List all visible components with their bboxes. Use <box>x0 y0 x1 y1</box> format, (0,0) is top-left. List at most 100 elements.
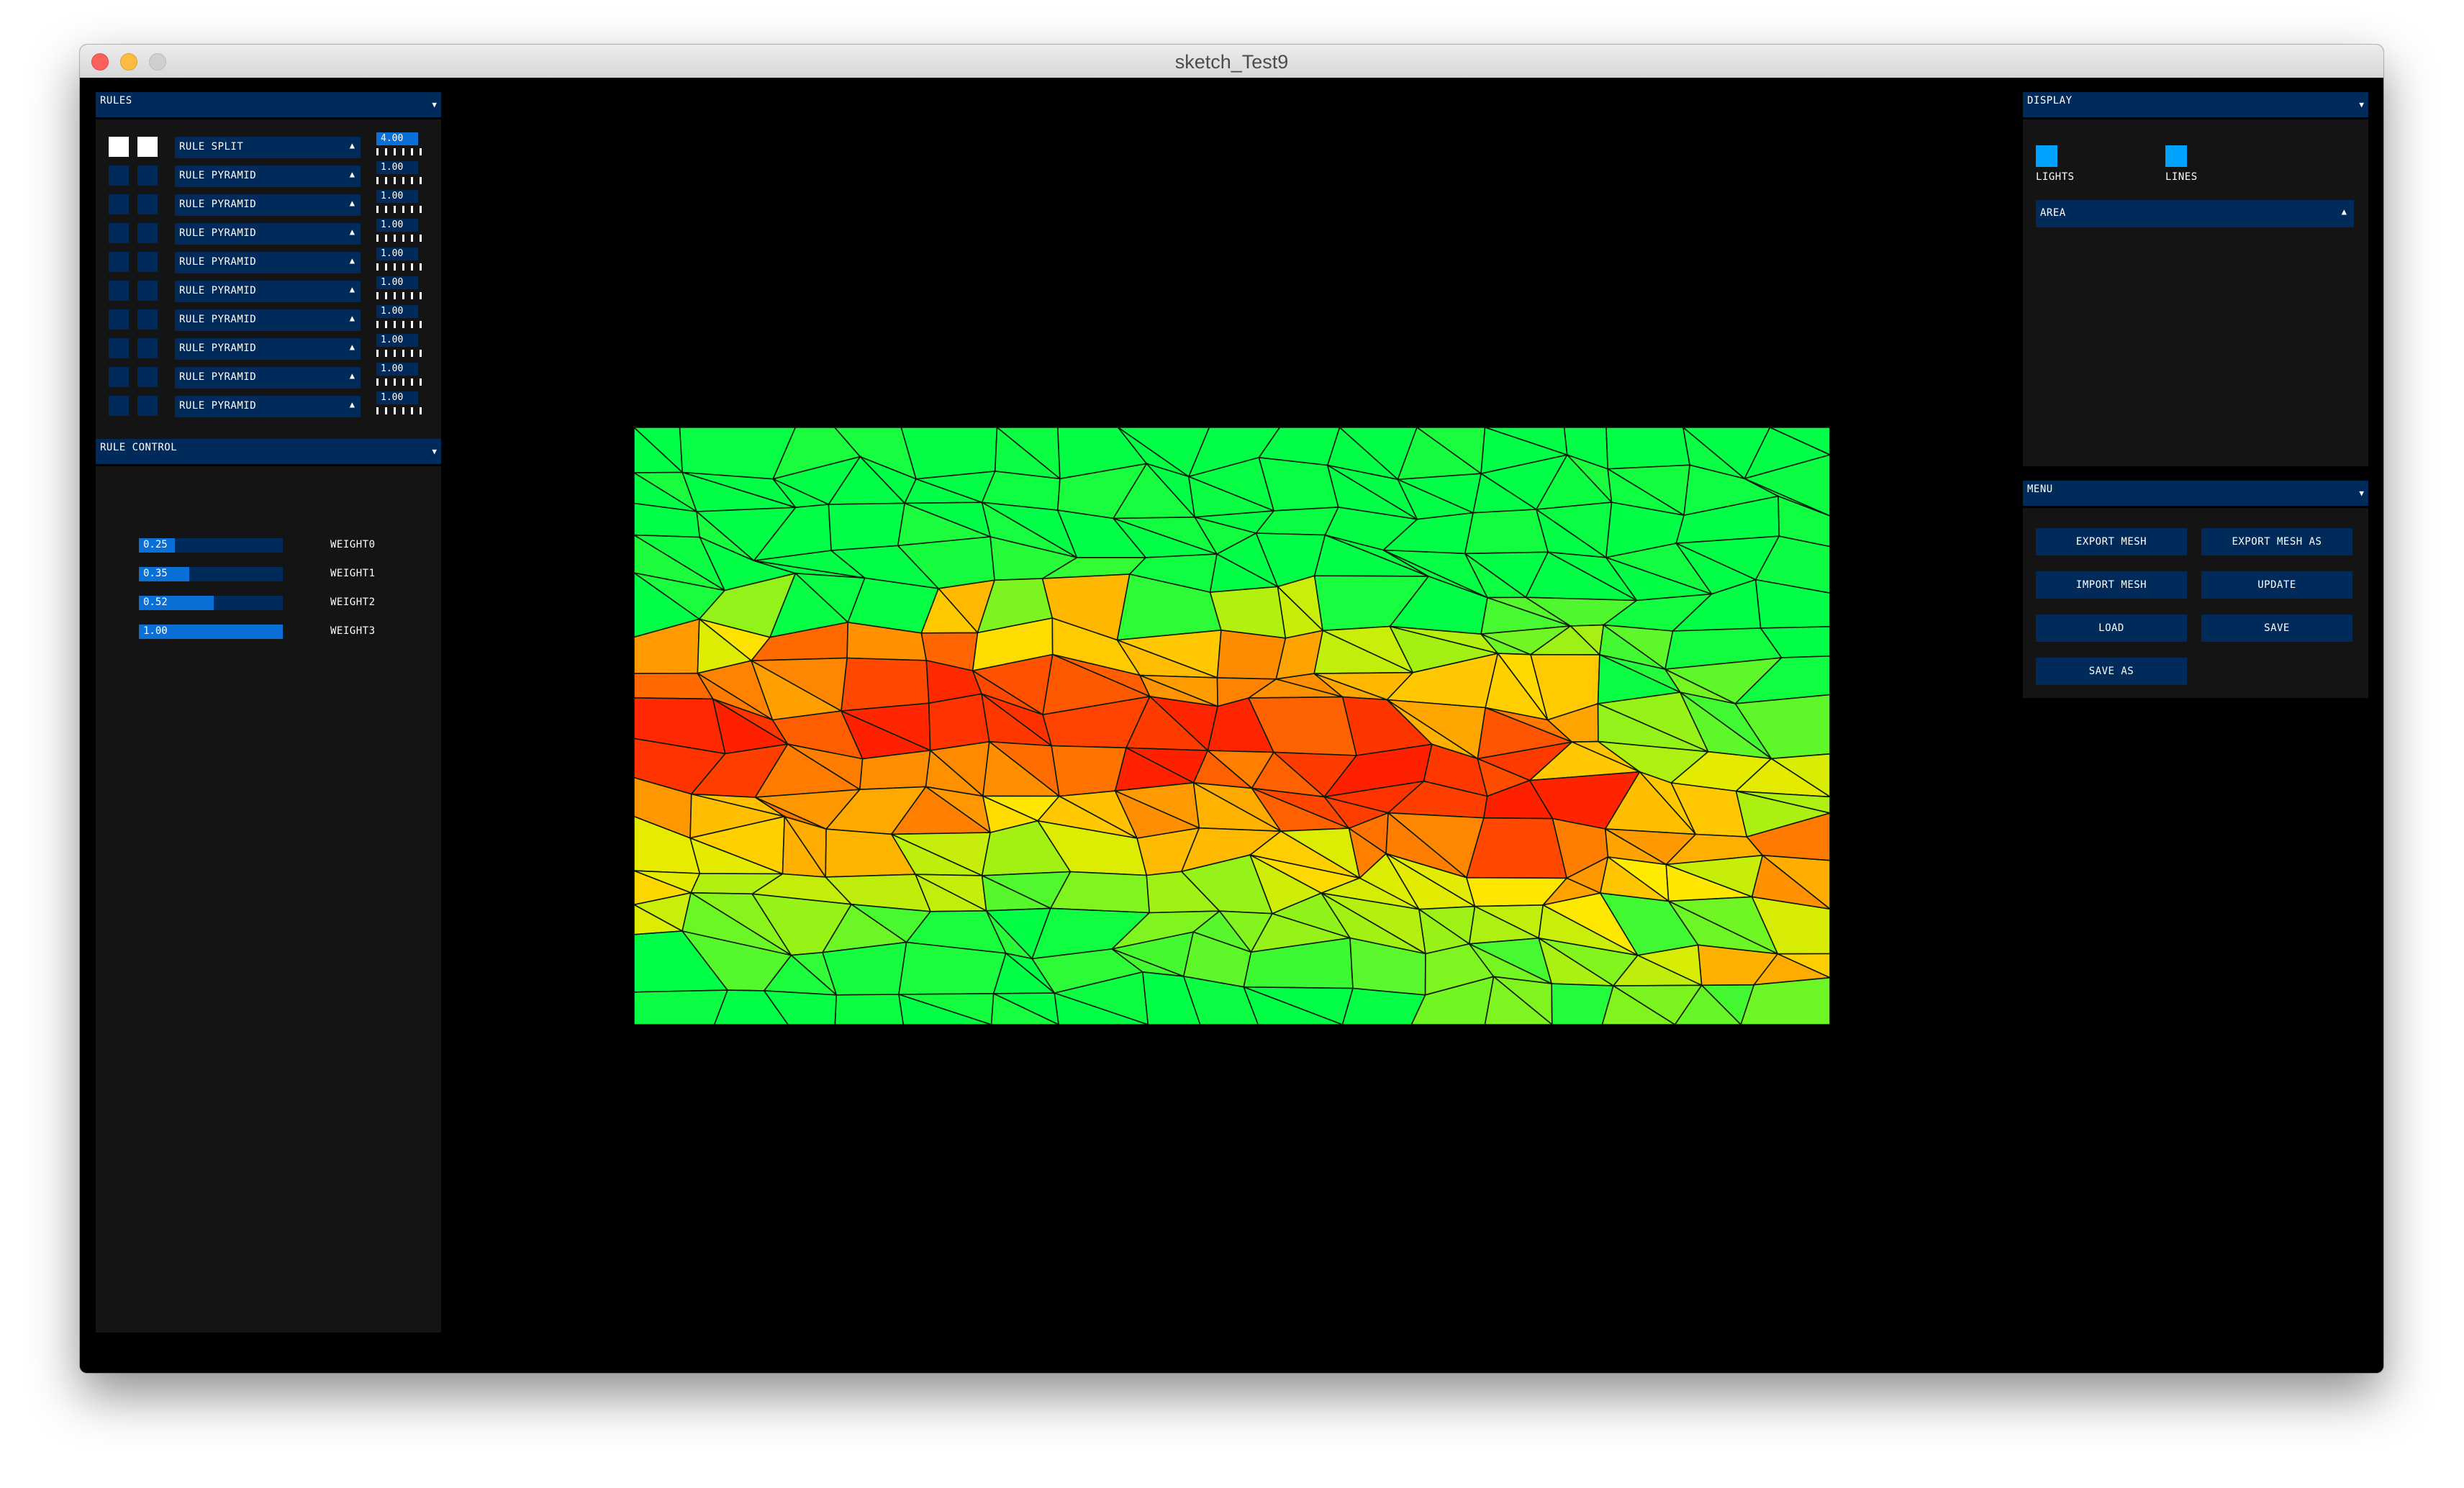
rule-toggle-b[interactable] <box>137 367 158 387</box>
rule-type-dropdown[interactable]: RULE SPLIT ▲ <box>175 137 361 158</box>
menu-group-header[interactable]: MENU ▼ <box>2023 481 2368 508</box>
lights-label: LIGHTS <box>2036 171 2075 183</box>
mesh-face <box>1182 975 1259 1025</box>
rule-type-dropdown[interactable]: RULE PYRAMID ▲ <box>175 309 361 331</box>
rule-toggle-a[interactable] <box>109 252 129 272</box>
display-group-title: DISPLAY <box>2027 95 2073 106</box>
mesh-face <box>1745 812 1830 861</box>
rule-weight-knob[interactable]: 1.00 <box>376 248 422 273</box>
save-button[interactable]: SAVE <box>2201 614 2352 642</box>
rule-toggle-a[interactable] <box>109 223 129 243</box>
knob-ticks <box>376 321 422 328</box>
rule-toggle-a[interactable] <box>109 194 129 214</box>
dropdown-arrow-icon: ▲ <box>349 140 355 150</box>
mesh-face <box>841 657 930 712</box>
weight-slider[interactable]: 0.52 WEIGHT2 <box>139 596 375 610</box>
lights-toggle[interactable] <box>2036 145 2057 167</box>
rule-type-dropdown[interactable]: RULE PYRAMID ▲ <box>175 165 361 187</box>
rule-weight-value: 1.00 <box>376 391 418 404</box>
rule-toggle-b[interactable] <box>137 137 158 157</box>
rule-type-dropdown[interactable]: RULE PYRAMID ▲ <box>175 223 361 245</box>
rule-weight-value: 1.00 <box>376 161 418 174</box>
rule-type-label: RULE PYRAMID <box>179 199 257 210</box>
rule-type-dropdown[interactable]: RULE PYRAMID ▲ <box>175 194 361 216</box>
zoom-window-button[interactable] <box>149 53 166 71</box>
rule-weight-knob[interactable]: 1.00 <box>376 334 422 360</box>
rule-toggle-a[interactable] <box>109 137 129 157</box>
rule-toggle-a[interactable] <box>109 396 129 416</box>
export-mesh-button[interactable]: EXPORT MESH <box>2036 528 2187 555</box>
rule-type-dropdown[interactable]: RULE PYRAMID ▲ <box>175 252 361 273</box>
rule-toggle-b[interactable] <box>137 223 158 243</box>
rules-group-title: RULES <box>100 95 132 106</box>
rule-control-group-title: RULE CONTROL <box>100 442 178 453</box>
slider-fill <box>139 538 175 553</box>
mesh-face <box>1777 495 1830 548</box>
rule-weight-knob[interactable]: 1.00 <box>376 276 422 302</box>
dropdown-arrow-icon: ▲ <box>349 169 355 179</box>
rule-type-dropdown[interactable]: RULE PYRAMID ▲ <box>175 338 361 360</box>
rule-weight-knob[interactable]: 1.00 <box>376 391 422 417</box>
app-window: sketch_Test9 RULES ▼ RULE SPLIT ▲ 4.00 RULE… <box>80 45 2383 1373</box>
close-window-button[interactable] <box>91 53 109 71</box>
slider-fill <box>139 596 214 610</box>
update-button[interactable]: UPDATE <box>2201 571 2352 599</box>
rule-toggle-a[interactable] <box>109 281 129 301</box>
rules-group-header[interactable]: RULES ▼ <box>96 92 441 119</box>
mesh-face <box>1216 629 1287 680</box>
slider-value: 1.00 <box>143 625 168 637</box>
rule-toggle-b[interactable] <box>137 165 158 186</box>
dropdown-arrow-icon: ▲ <box>349 399 355 409</box>
knob-ticks <box>376 263 422 271</box>
slider-name: WEIGHT0 <box>330 539 376 550</box>
import-mesh-button[interactable]: IMPORT MESH <box>2036 571 2187 599</box>
rule-type-dropdown[interactable]: RULE PYRAMID ▲ <box>175 281 361 302</box>
rule-toggle-b[interactable] <box>137 338 158 358</box>
save-as-button[interactable]: SAVE AS <box>2036 658 2187 685</box>
collapse-arrow-icon: ▼ <box>432 100 437 109</box>
mesh-face <box>834 994 905 1025</box>
rule-toggle-a[interactable] <box>109 367 129 387</box>
rule-toggle-b[interactable] <box>137 309 158 330</box>
rule-weight-knob[interactable]: 4.00 <box>376 132 422 158</box>
rule-weight-knob[interactable]: 1.00 <box>376 305 422 331</box>
rule-weight-value: 1.00 <box>376 334 418 347</box>
rule-weight-knob[interactable]: 1.00 <box>376 190 422 216</box>
knob-ticks <box>376 235 422 242</box>
mesh-face <box>1759 626 1830 658</box>
rule-toggle-b[interactable] <box>137 252 158 272</box>
mesh-face <box>900 427 998 480</box>
rule-type-dropdown[interactable]: RULE PYRAMID ▲ <box>175 396 361 417</box>
rule-toggle-b[interactable] <box>137 396 158 416</box>
display-mode-dropdown[interactable]: AREA ▲ <box>2036 200 2354 227</box>
rule-toggle-a[interactable] <box>109 309 129 330</box>
knob-ticks <box>376 350 422 357</box>
rule-toggle-a[interactable] <box>109 338 129 358</box>
rule-weight-knob[interactable]: 1.00 <box>376 219 422 245</box>
slider-fill <box>139 625 283 639</box>
weight-slider[interactable]: 1.00 WEIGHT3 <box>139 625 375 639</box>
load-button[interactable]: LOAD <box>2036 614 2187 642</box>
minimize-window-button[interactable] <box>120 53 137 71</box>
mesh-viewport[interactable] <box>634 427 1830 1025</box>
rule-weight-knob[interactable]: 1.00 <box>376 161 422 187</box>
rule-type-label: RULE PYRAMID <box>179 342 257 354</box>
rule-toggle-a[interactable] <box>109 165 129 186</box>
mesh-face <box>1740 976 1830 1025</box>
rule-type-label: RULE PYRAMID <box>179 285 257 296</box>
display-group-header[interactable]: DISPLAY ▼ <box>2023 92 2368 119</box>
rule-type-dropdown[interactable]: RULE PYRAMID ▲ <box>175 367 361 389</box>
dropdown-arrow-icon: ▲ <box>349 284 355 294</box>
dropdown-arrow-icon: ▲ <box>349 313 355 323</box>
slider-value: 0.52 <box>143 596 168 608</box>
knob-ticks <box>376 378 422 386</box>
rule-weight-value: 1.00 <box>376 248 418 260</box>
rule-toggle-b[interactable] <box>137 194 158 214</box>
weight-slider[interactable]: 0.35 WEIGHT1 <box>139 567 375 581</box>
rule-toggle-b[interactable] <box>137 281 158 301</box>
rule-weight-knob[interactable]: 1.00 <box>376 363 422 389</box>
weight-slider[interactable]: 0.25 WEIGHT0 <box>139 538 375 553</box>
export-mesh-as-button[interactable]: EXPORT MESH AS <box>2201 528 2352 555</box>
lines-toggle[interactable] <box>2165 145 2187 167</box>
rule-control-group-header[interactable]: RULE CONTROL ▼ <box>96 439 441 466</box>
